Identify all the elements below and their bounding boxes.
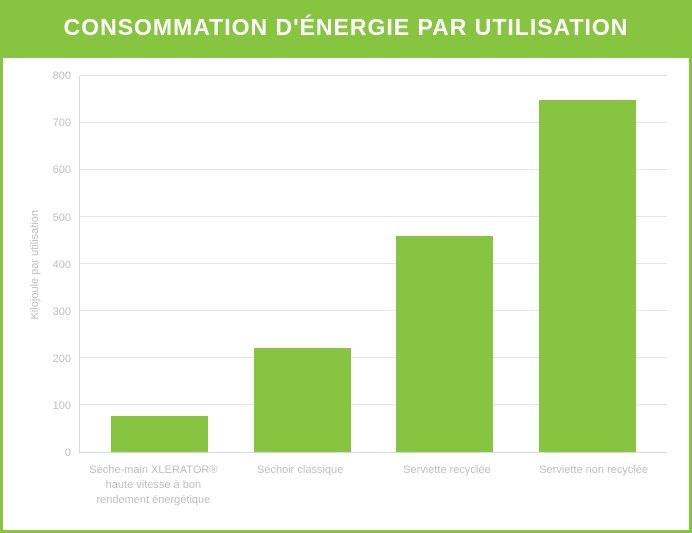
chart-title: CONSOMMATION D'ÉNERGIE PAR UTILISATION — [64, 14, 629, 40]
bar-slot — [231, 76, 374, 452]
chart-header: CONSOMMATION D'ÉNERGIE PAR UTILISATION — [0, 0, 692, 55]
x-axis-label: Sèche-main XLERATOR® haute vitesse à bon… — [80, 463, 227, 508]
x-axis-label: Séchoir classique — [227, 463, 374, 508]
chart-panel: Kilojoule par utilisation 01002003004005… — [0, 55, 692, 533]
bar-slot — [374, 76, 517, 452]
x-axis: Sèche-main XLERATOR® haute vitesse à bon… — [25, 463, 667, 508]
bar-slot — [516, 76, 659, 452]
x-axis-label: Serviette recyclée — [374, 463, 521, 508]
chart-area: Kilojoule par utilisation 01002003004005… — [25, 76, 667, 453]
x-axis-labels: Sèche-main XLERATOR® haute vitesse à bon… — [80, 463, 667, 508]
bar-slot — [88, 76, 231, 452]
bar — [396, 236, 493, 452]
y-axis-label: Kilojoule par utilisation — [25, 210, 45, 319]
bar — [254, 348, 351, 452]
x-axis-label: Serviette non recyclée — [520, 463, 667, 508]
bar — [111, 416, 208, 453]
y-axis: 0100200300400500600700800 — [45, 76, 79, 453]
bars-container — [80, 76, 667, 452]
plot-area — [79, 76, 667, 453]
bar — [539, 100, 636, 453]
